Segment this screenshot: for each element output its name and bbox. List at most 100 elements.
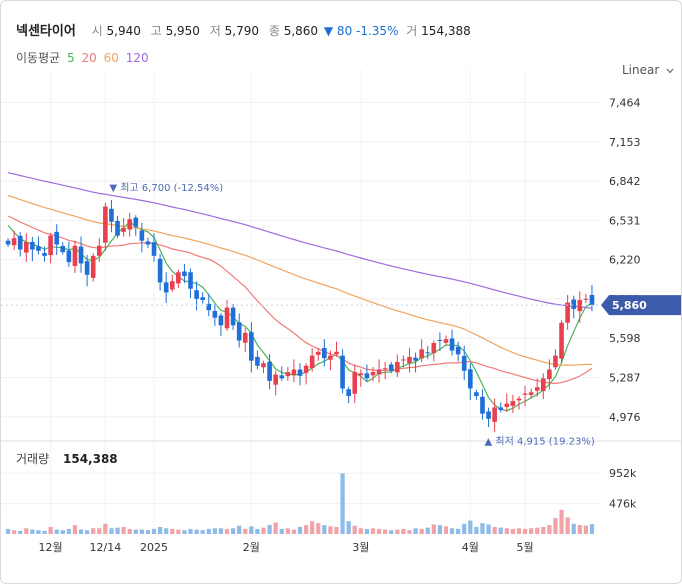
candle-body	[30, 241, 35, 250]
ma-legend-60[interactable]: 60	[103, 51, 119, 65]
volume-bar	[24, 528, 29, 534]
annotations: ▼ 최고 6,700 (-12.54%) ▲ 최저 4,915 (19.23%)	[109, 182, 594, 447]
candle-body	[522, 393, 528, 395]
volume-bar	[84, 530, 90, 534]
volume-bar	[291, 529, 297, 534]
candle-body	[188, 272, 193, 289]
candle-body	[510, 401, 516, 406]
high-label: 고	[150, 24, 162, 38]
candle-body	[103, 206, 108, 243]
candle-body	[474, 392, 479, 397]
stock-name: 넥센타이어	[16, 24, 76, 39]
volume-bar	[370, 528, 376, 534]
x-tick-label: 12월	[39, 541, 63, 554]
volume-bar	[456, 528, 461, 534]
volume-bar	[577, 525, 582, 534]
volume-bar	[571, 523, 576, 534]
volume-bar	[383, 529, 388, 534]
candle-body	[163, 282, 169, 293]
candle-body	[559, 322, 564, 359]
candles	[5, 200, 595, 433]
y-tick-label: 5,287	[609, 371, 641, 384]
candle-body	[157, 258, 163, 283]
y-tick-label: 6,220	[609, 254, 641, 267]
x-axis-labels: 12월 12/14 2025 2월 3월 4월 5월	[39, 541, 534, 554]
volume-bar	[121, 526, 126, 534]
volume-bar	[589, 524, 595, 534]
ma-legend-120[interactable]: 120	[125, 51, 149, 65]
volume-bar	[200, 530, 205, 534]
scale-toggle-button[interactable]: Linear	[622, 63, 674, 77]
scale-label: Linear	[622, 63, 660, 77]
volume-bar	[419, 528, 424, 534]
candle-body	[449, 338, 455, 351]
current-price-value: 5,860	[612, 299, 647, 312]
volume-bar	[133, 529, 138, 534]
candle-body	[376, 369, 382, 375]
y-tick-label: 7,464	[609, 96, 641, 109]
candle-body	[364, 373, 370, 379]
candle-body	[261, 363, 266, 368]
max-price-annotation: ▼ 최고 6,700 (-12.54%)	[109, 182, 223, 194]
volume-panel-value: 154,388	[63, 452, 118, 466]
volume-bar	[431, 524, 436, 534]
candle-body	[84, 261, 90, 275]
ma-legend-20[interactable]: 20	[81, 51, 97, 65]
candle-body	[401, 359, 406, 361]
candle-body	[334, 351, 339, 355]
ma120-line	[7, 172, 593, 309]
volume-bar	[462, 523, 467, 534]
volume-bar	[492, 526, 497, 534]
candle-body	[121, 228, 126, 232]
volume-bar	[316, 523, 321, 534]
candle-body	[17, 235, 23, 250]
open-value: 5,940	[106, 24, 141, 38]
volume-bar	[510, 528, 516, 534]
volume-bar	[352, 525, 357, 534]
candle-body	[565, 302, 570, 323]
volume-bar	[297, 526, 303, 534]
volume-bar	[48, 526, 53, 534]
candle-body	[571, 299, 577, 309]
close-value: 5,860	[283, 24, 319, 38]
candle-body	[583, 298, 589, 300]
candle-body	[90, 255, 96, 278]
candle-body	[528, 392, 534, 396]
candle-body	[96, 245, 102, 256]
volume-bar	[273, 522, 278, 534]
candle-body	[461, 355, 467, 371]
candle-body	[236, 322, 242, 341]
volume-bar	[364, 528, 370, 534]
high-value: 5,950	[165, 24, 200, 38]
volume-bar	[54, 529, 59, 534]
candle-body	[285, 372, 291, 377]
volume-bar	[212, 528, 217, 534]
volume-bar	[115, 527, 120, 534]
volume-bar	[255, 528, 260, 534]
volume-bar	[224, 528, 230, 534]
candle-body	[358, 373, 364, 376]
candle-body	[467, 369, 473, 389]
candle-body	[273, 374, 278, 385]
ma-legend-5[interactable]: 5	[67, 51, 75, 65]
volume-bar	[285, 528, 290, 534]
chevron-down-icon	[666, 68, 674, 74]
candle-body	[133, 217, 139, 227]
y-axis-ticks: 7,4647,1536,8426,5316,2205,9095,5985,287…	[609, 96, 641, 423]
candle-body	[78, 246, 84, 264]
candle-body	[480, 396, 485, 414]
y-tick-label: 6,531	[609, 214, 641, 227]
volume-bar	[389, 530, 394, 534]
volume-bar	[182, 530, 187, 534]
quote-header: 넥센타이어 시 5,940 고 5,950 저 5,790 종 5,860 ▼ …	[16, 20, 473, 39]
candle-body	[23, 241, 29, 253]
volume-bar	[230, 528, 236, 534]
volume-bar	[127, 528, 132, 534]
volume-bar	[468, 520, 473, 534]
candle-body	[54, 231, 60, 245]
volume-bar	[267, 525, 272, 534]
candle-body	[230, 307, 236, 326]
volume-bar	[486, 524, 491, 534]
